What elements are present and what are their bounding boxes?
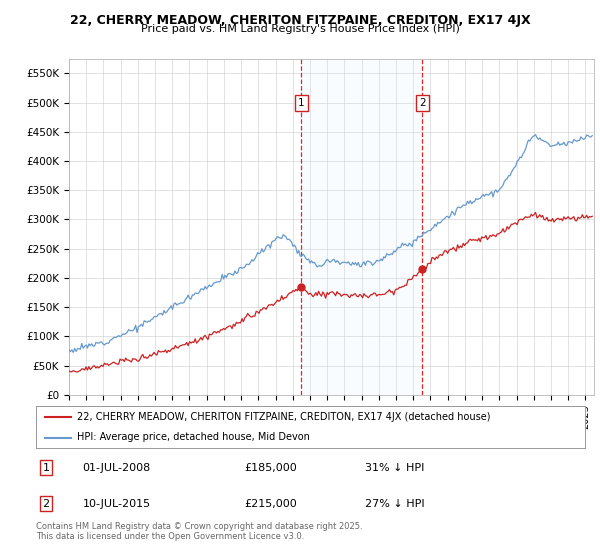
Text: 1: 1: [298, 97, 305, 108]
Text: 01-JUL-2008: 01-JUL-2008: [83, 463, 151, 473]
Text: 31% ↓ HPI: 31% ↓ HPI: [365, 463, 425, 473]
Text: 1: 1: [43, 463, 50, 473]
Text: 22, CHERRY MEADOW, CHERITON FITZPAINE, CREDITON, EX17 4JX: 22, CHERRY MEADOW, CHERITON FITZPAINE, C…: [70, 14, 530, 27]
Text: £215,000: £215,000: [245, 499, 298, 509]
Text: 2: 2: [43, 499, 50, 509]
Text: 22, CHERRY MEADOW, CHERITON FITZPAINE, CREDITON, EX17 4JX (detached house): 22, CHERRY MEADOW, CHERITON FITZPAINE, C…: [77, 412, 491, 422]
Text: Price paid vs. HM Land Registry's House Price Index (HPI): Price paid vs. HM Land Registry's House …: [140, 24, 460, 34]
Text: 27% ↓ HPI: 27% ↓ HPI: [365, 499, 425, 509]
Bar: [301, 59, 422, 395]
Text: 10-JUL-2015: 10-JUL-2015: [83, 499, 151, 509]
Text: £185,000: £185,000: [245, 463, 298, 473]
Text: Contains HM Land Registry data © Crown copyright and database right 2025.
This d: Contains HM Land Registry data © Crown c…: [36, 522, 362, 542]
Text: HPI: Average price, detached house, Mid Devon: HPI: Average price, detached house, Mid …: [77, 432, 310, 442]
Text: 2: 2: [419, 97, 425, 108]
